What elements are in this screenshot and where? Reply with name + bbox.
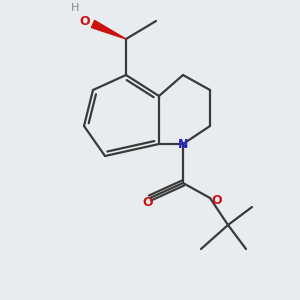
- Polygon shape: [92, 20, 126, 39]
- Text: H: H: [71, 3, 79, 14]
- Text: O: O: [211, 194, 222, 207]
- Text: N: N: [178, 137, 188, 151]
- Text: O: O: [79, 15, 90, 28]
- Text: O: O: [142, 196, 153, 209]
